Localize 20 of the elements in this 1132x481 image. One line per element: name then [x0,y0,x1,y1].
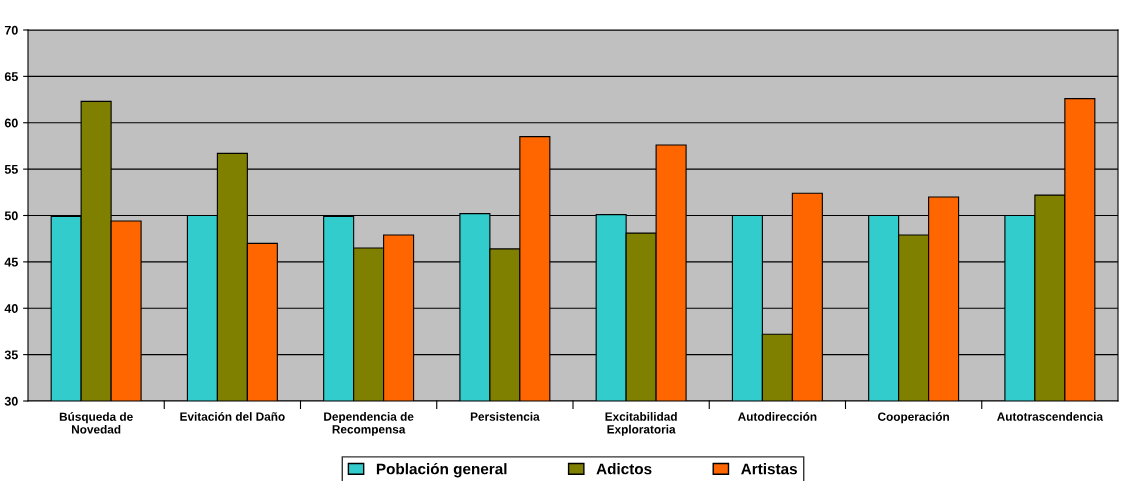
x-tick-label: Autodirección [737,412,817,421]
y-tick-label: 60 [4,118,18,128]
y-tick-label: 40 [4,304,18,313]
y-tick-label: 55 [4,165,18,174]
y-tick-label: 70 [4,25,18,35]
x-tick-label: Búsqueda de Novedad [59,412,133,434]
x-tick-label: Cooperación [878,412,949,424]
legend-label: Artistas [741,463,797,475]
legend-label: Población general [376,462,507,478]
x-tick-label: Dependencia de Recompensa [324,412,414,436]
y-tick-label: 65 [4,72,18,82]
legend-label: Adictos [596,463,652,475]
y-tick-label: 50 [4,211,18,221]
y-tick-label: 35 [4,350,18,360]
x-tick-label: Autotrascendencia [997,412,1104,421]
x-tick-label: Persistencia [470,412,540,421]
y-tick-label: 30 [4,396,18,406]
x-tick-label: Excitabilidad Exploratoria [605,412,677,436]
y-tick-label: 45 [4,257,18,267]
x-tick-label: Evitación del Daño [180,412,285,421]
